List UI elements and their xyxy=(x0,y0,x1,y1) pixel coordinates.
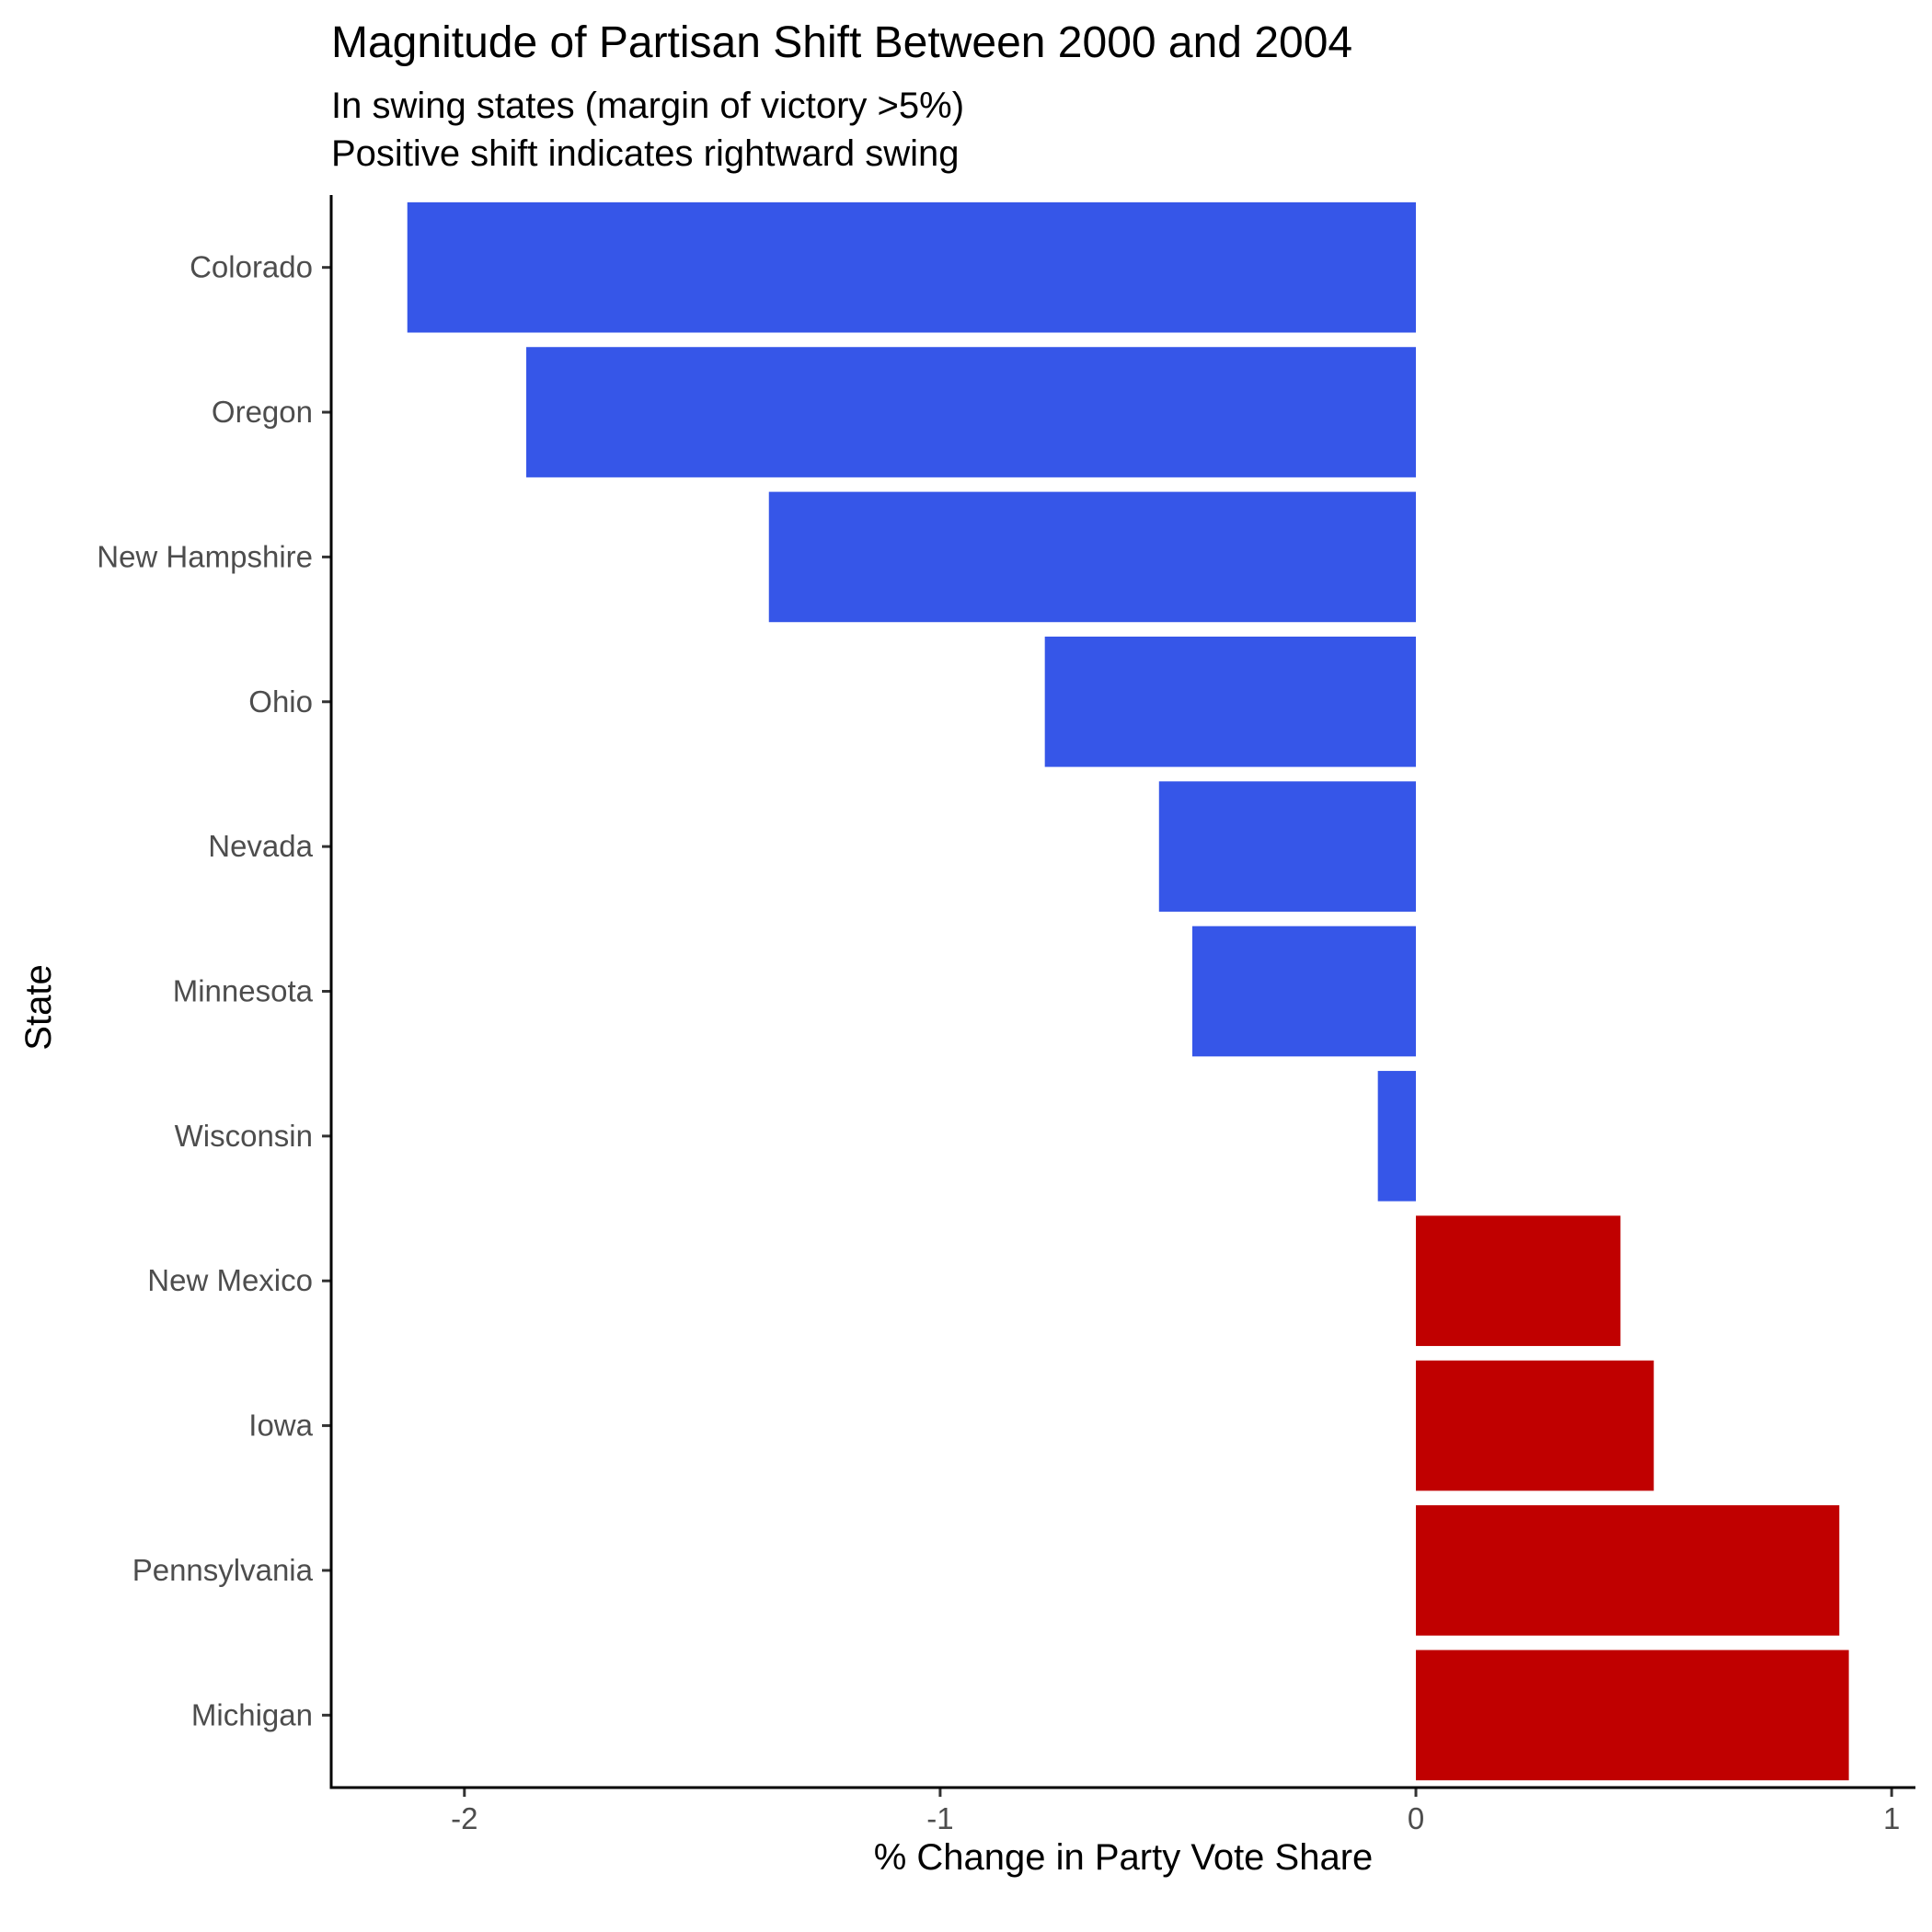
x-axis-ticks: -2 -1 0 1 xyxy=(451,1788,1900,1835)
y-tick-label: New Mexico xyxy=(147,1263,313,1297)
y-tick-label: Minnesota xyxy=(173,974,314,1008)
bar-nevada xyxy=(1158,781,1417,912)
chart-subtitle-line-2: Positive shift indicates rightward swing xyxy=(331,133,960,174)
x-axis-title: % Change in Party Vote Share xyxy=(874,1837,1374,1878)
y-axis-ticks: Colorado Oregon New Hampshire Ohio Nevada Min… xyxy=(97,250,331,1731)
x-tick-label: -2 xyxy=(451,1801,477,1835)
bars-group xyxy=(407,201,1849,1781)
x-tick-label: -1 xyxy=(926,1801,953,1835)
y-tick-label: New Hampshire xyxy=(97,539,313,573)
y-axis-title: State xyxy=(18,964,59,1050)
x-tick-label: 1 xyxy=(1883,1801,1900,1835)
bar-colorado xyxy=(407,201,1417,333)
bar-new-hampshire xyxy=(768,491,1417,623)
bar-new-mexico xyxy=(1416,1215,1621,1347)
y-tick-label: Ohio xyxy=(248,684,313,719)
x-tick-label: 0 xyxy=(1408,1801,1424,1835)
y-tick-label: Oregon xyxy=(212,395,313,429)
chart-subtitle-line-1: In swing states (margin of victory >5%) xyxy=(331,86,964,126)
bar-pennsylvania xyxy=(1416,1505,1840,1636)
y-tick-label: Wisconsin xyxy=(175,1119,313,1153)
y-tick-label: Iowa xyxy=(248,1409,313,1443)
bar-wisconsin xyxy=(1377,1071,1417,1202)
bar-minnesota xyxy=(1191,926,1417,1057)
y-tick-label: Michigan xyxy=(191,1697,313,1731)
y-tick-label: Colorado xyxy=(190,250,313,284)
bar-michigan xyxy=(1416,1650,1849,1781)
bar-ohio xyxy=(1044,636,1417,767)
bar-oregon xyxy=(526,347,1417,477)
y-tick-label: Nevada xyxy=(208,829,313,863)
chart-title: Magnitude of Partisan Shift Between 2000… xyxy=(331,18,1352,67)
bar-iowa xyxy=(1416,1360,1654,1491)
y-tick-label: Pennsylvania xyxy=(132,1553,314,1587)
